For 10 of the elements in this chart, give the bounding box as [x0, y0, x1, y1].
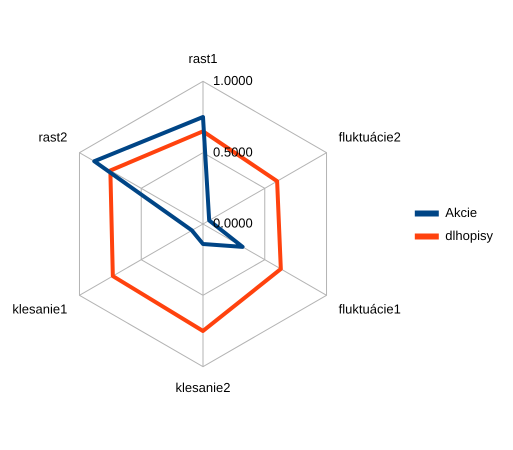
spoke-label: rast2: [38, 129, 68, 144]
spoke-label: fluktuácie1: [338, 302, 401, 317]
spoke-label: klesanie1: [12, 302, 68, 317]
spoke-label: fluktuácie2: [338, 129, 401, 144]
spoke-label: rast1: [188, 51, 218, 66]
y-tick-label: 1.0000: [213, 72, 253, 88]
legend-label: dlhopisy: [445, 228, 494, 244]
y-tick-label: 0.0000: [213, 216, 253, 231]
legend-label: Akcie: [445, 205, 478, 220]
spoke-label: klesanie2: [176, 380, 230, 396]
